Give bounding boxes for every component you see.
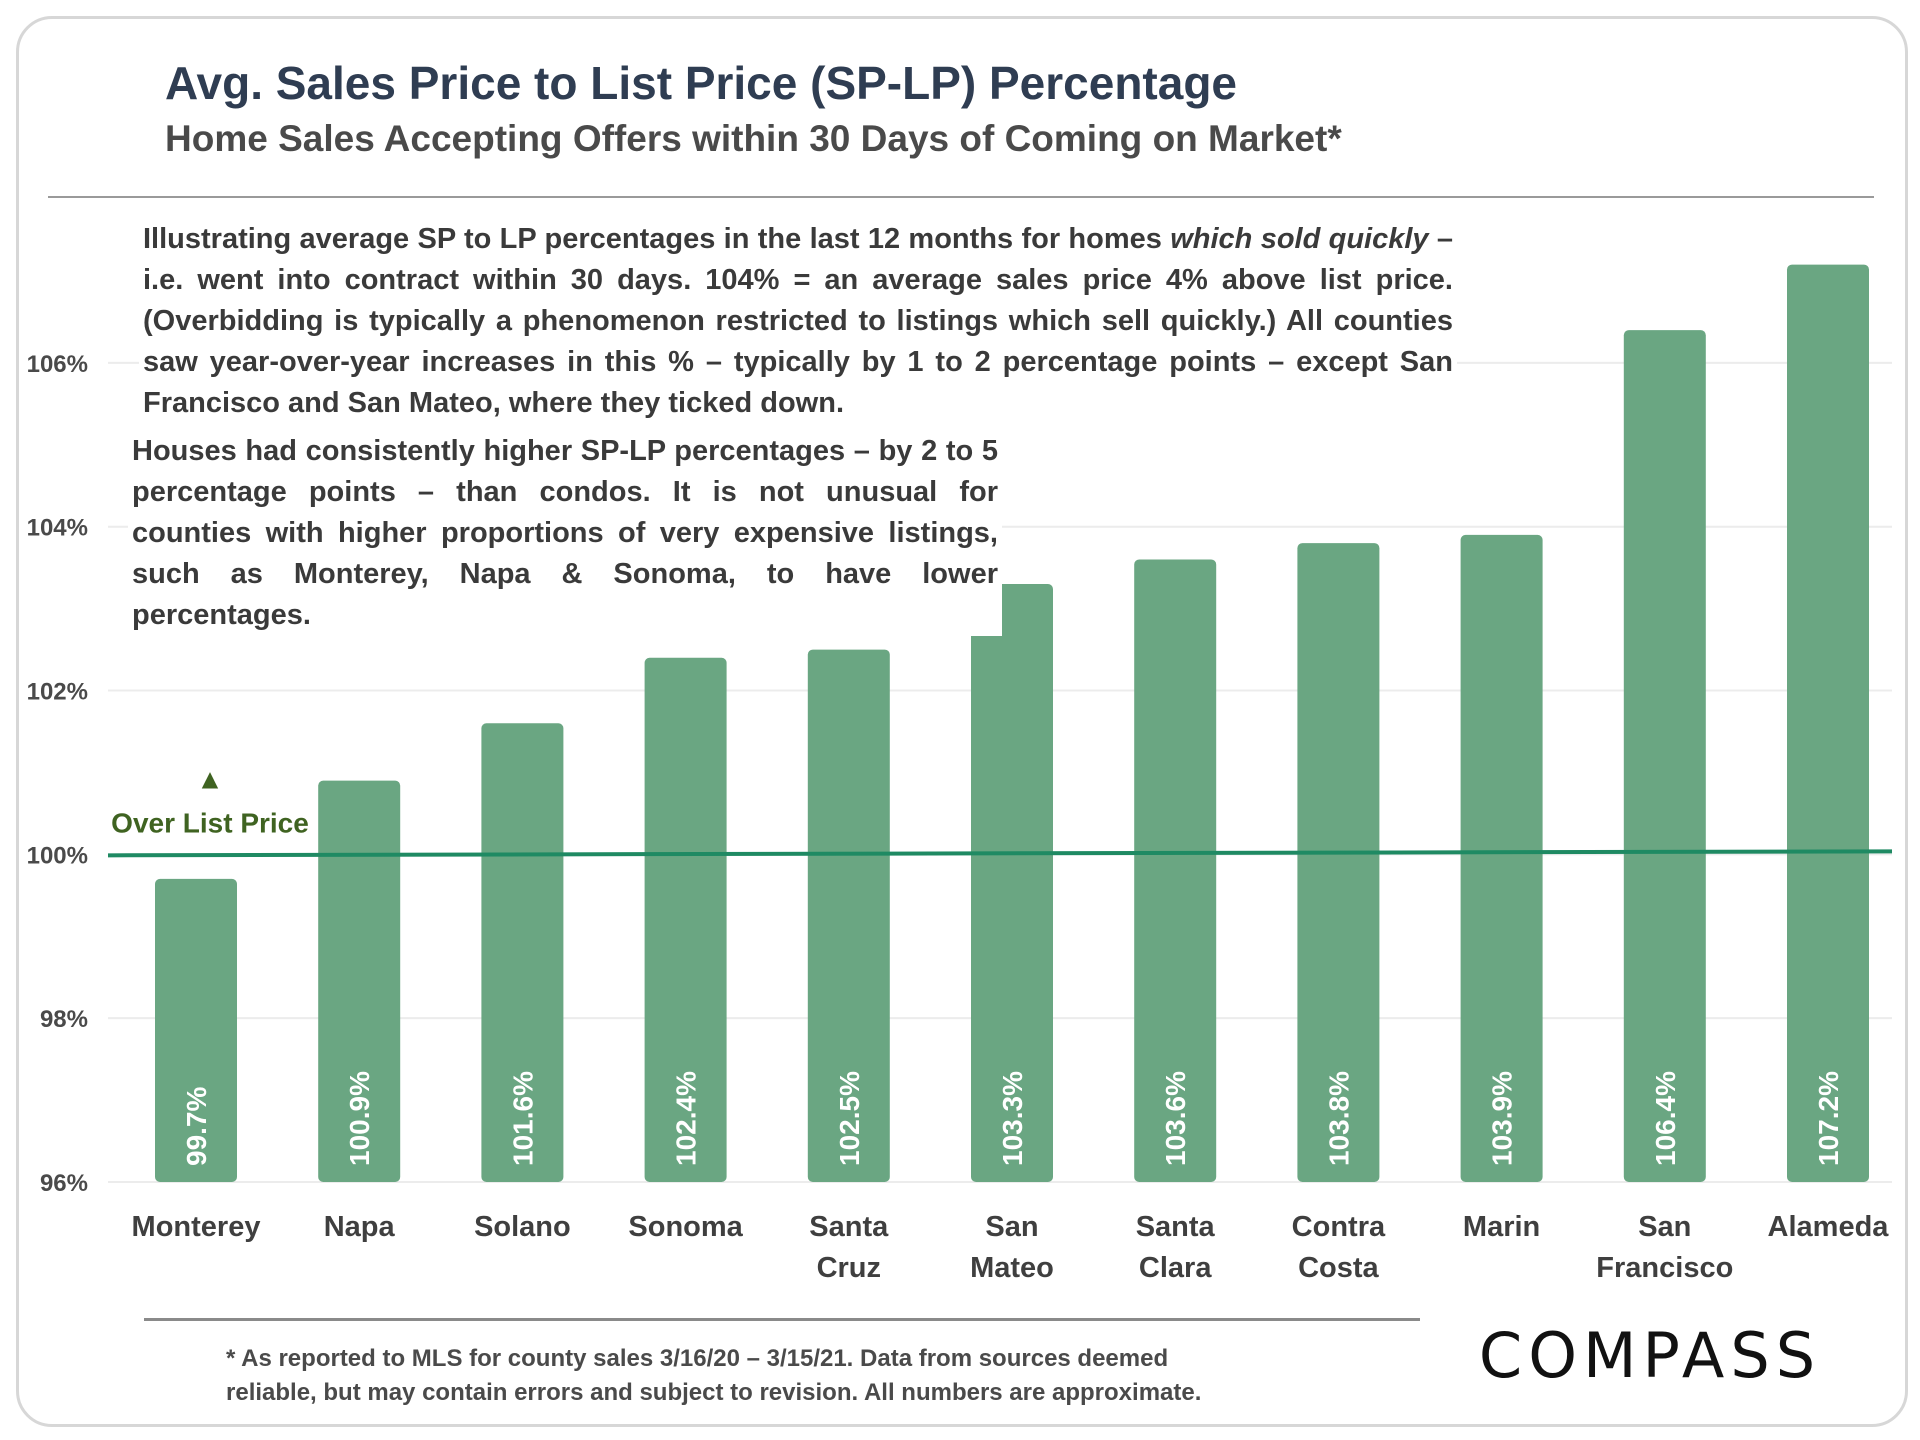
bar xyxy=(1297,543,1380,1182)
bar-value-label: 103.9% xyxy=(1487,1071,1518,1166)
y-tick-label: 104% xyxy=(27,515,88,542)
footnote-line-1: * As reported to MLS for county sales 3/… xyxy=(226,1345,1169,1372)
bar xyxy=(1623,330,1706,1182)
footnote: * As reported to MLS for county sales 3/… xyxy=(226,1342,1326,1410)
x-category-label: Cruz xyxy=(817,1252,881,1284)
x-category-label: Marin xyxy=(1463,1211,1540,1243)
bar-value-label: 106.4% xyxy=(1650,1071,1681,1166)
y-tick-label: 106% xyxy=(27,351,88,378)
x-category-label: Sonoma xyxy=(628,1211,743,1243)
note1-text-a: Illustrating average SP to LP percentage… xyxy=(143,223,1171,255)
bar xyxy=(1787,264,1869,1182)
header-divider xyxy=(48,196,1874,198)
bar xyxy=(155,878,237,1182)
bar-value-label: 103.6% xyxy=(1160,1071,1191,1166)
bar xyxy=(318,780,401,1182)
bar xyxy=(807,649,890,1182)
y-tick-label: 102% xyxy=(27,679,88,706)
x-category-label: Solano xyxy=(474,1211,571,1243)
note1-text-italic: which sold quickly xyxy=(1170,223,1429,255)
compass-logo: COMPASS xyxy=(1478,1319,1822,1392)
over-list-price-line xyxy=(107,849,1893,858)
y-tick-label: 100% xyxy=(27,842,88,869)
chart-subtitle: Home Sales Accepting Offers within 30 Da… xyxy=(165,118,1342,159)
bars: 99.7% 100.9% 101.6% 102.4% 102.5% 103.3% 103.6… xyxy=(155,264,1869,1182)
x-category-label: Costa xyxy=(1298,1252,1379,1284)
x-category-label: Santa xyxy=(809,1211,889,1243)
chart-title: Avg. Sales Price to List Price (SP-LP) P… xyxy=(165,57,1238,109)
over-list-price-label: Over List Price xyxy=(111,807,309,838)
x-category-label: Santa xyxy=(1136,1211,1216,1243)
x-axis-categories: Monterey Napa Solano Sonoma Santa Cruz San Mate… xyxy=(132,1211,1890,1284)
x-category-label: Clara xyxy=(1139,1252,1212,1284)
footer-divider xyxy=(144,1318,1420,1321)
explanation-note-2: Houses had consistently higher SP-LP per… xyxy=(128,431,1002,636)
x-category-label: San xyxy=(1638,1211,1691,1243)
bar xyxy=(644,657,727,1182)
bar-value-label: 99.7% xyxy=(181,1087,212,1166)
bar-value-label: 107.2% xyxy=(1813,1071,1844,1166)
bar-value-label: 102.4% xyxy=(671,1071,702,1166)
y-tick-label: 98% xyxy=(40,1006,88,1033)
footnote-line-2: reliable, but may contain errors and sub… xyxy=(226,1379,1202,1406)
bar xyxy=(1134,559,1217,1182)
x-category-label: Napa xyxy=(324,1211,396,1243)
bar xyxy=(1460,534,1543,1182)
x-category-label: Alameda xyxy=(1768,1211,1890,1243)
up-arrow-icon: ▲ xyxy=(196,763,224,794)
explanation-note-1: Illustrating average SP to LP percentage… xyxy=(139,219,1457,424)
y-tick-label: 96% xyxy=(40,1170,88,1197)
bar-value-label: 100.9% xyxy=(344,1071,375,1166)
bar-value-label: 102.5% xyxy=(834,1071,865,1166)
bar xyxy=(971,584,1053,1182)
x-category-label: Monterey xyxy=(132,1211,261,1243)
bar-value-label: 103.8% xyxy=(1323,1071,1354,1166)
x-category-label: San xyxy=(985,1211,1038,1243)
x-category-label: Contra xyxy=(1292,1211,1386,1243)
bar-value-label: 101.6% xyxy=(507,1071,538,1166)
bar-value-label: 103.3% xyxy=(997,1071,1028,1166)
bar xyxy=(481,723,564,1182)
x-category-label: Mateo xyxy=(970,1252,1054,1284)
note1-text-b: – i.e. went into contract within 30 days… xyxy=(143,223,1454,419)
y-axis-ticks: 96% 98% 100% 102% 104% 106% xyxy=(27,351,88,1197)
x-category-label: Francisco xyxy=(1596,1252,1733,1284)
